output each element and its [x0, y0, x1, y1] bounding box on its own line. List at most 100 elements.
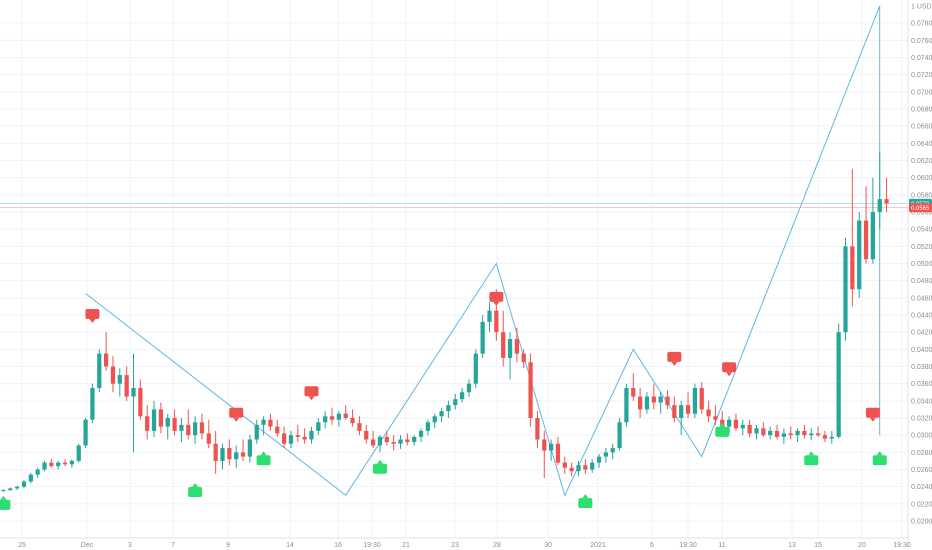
- y-tick-label: 0.0240: [911, 484, 932, 491]
- candle-body-up: [14, 486, 20, 489]
- candle-body-up: [42, 462, 47, 470]
- candle-body-up: [69, 460, 75, 465]
- y-tick-label: 0.0640: [911, 141, 932, 148]
- y-tick-label: 0.0200: [911, 519, 932, 526]
- sell-signal-badge: [865, 407, 880, 418]
- candle-body-down: [329, 416, 335, 420]
- candle-body-up: [90, 387, 95, 420]
- candle-body-down: [370, 439, 376, 446]
- candle-body-down: [186, 424, 191, 436]
- sell-signal-badge: [667, 351, 682, 362]
- candle-body-down: [227, 448, 232, 460]
- candle-body-up: [247, 439, 253, 457]
- y-tick-label: 0.0560: [911, 210, 932, 217]
- y-tick-label: 0.0260: [911, 467, 932, 474]
- candle-body-up: [309, 430, 314, 440]
- sell-signal-arrow: [233, 417, 240, 422]
- y-tick-label: 0.0280: [911, 450, 932, 457]
- candle-body-up: [487, 310, 492, 322]
- x-tick-label: 19:30: [679, 542, 697, 549]
- candle-body-up: [254, 424, 259, 440]
- buy-signal-badge: [372, 463, 387, 474]
- candle-body-down: [651, 396, 656, 403]
- price-label-box: [909, 203, 932, 213]
- y-tick-label: 0.0420: [911, 330, 932, 337]
- candle-body-down: [672, 405, 677, 418]
- y-tick-label: 0.0680: [911, 107, 932, 114]
- candle-body-down: [822, 435, 828, 439]
- y-tick-label: 0.0580: [911, 192, 932, 199]
- candle-body-down: [535, 418, 540, 440]
- buy-signal-arrow: [876, 451, 883, 456]
- candle-body-down: [158, 409, 164, 427]
- buy-signal-arrow: [582, 494, 589, 499]
- candle-body-down: [199, 422, 205, 434]
- price-label-text: 0.0565: [911, 206, 930, 212]
- y-tick-label: 0.0720: [911, 72, 932, 79]
- candle-body-up: [644, 396, 650, 410]
- candle-body-up: [809, 433, 814, 436]
- candle-body-up: [336, 413, 342, 420]
- candle-body-up: [192, 422, 198, 436]
- candle-body-up: [323, 416, 328, 423]
- x-tick-label: 14: [286, 542, 294, 549]
- candle-body-down: [802, 430, 807, 436]
- buy-signal-badge: [188, 486, 203, 497]
- candle-body-down: [528, 362, 533, 418]
- x-tick-label: 20: [858, 542, 866, 549]
- candle-body-up: [617, 422, 622, 449]
- candle-body-up: [8, 488, 13, 491]
- candle-body-down: [103, 353, 109, 367]
- candle-body-down: [637, 396, 643, 410]
- y-tick-label: 0.0440: [911, 313, 932, 320]
- buy-signal-arrow: [192, 482, 199, 487]
- candle-body-up: [480, 321, 485, 354]
- y-tick-label: 0.0780: [911, 21, 932, 28]
- grid: [0, 0, 908, 538]
- x-tick-label: 9: [226, 542, 230, 549]
- candle-body-down: [501, 332, 506, 358]
- candle-body-up: [795, 430, 800, 436]
- sell-signal-arrow: [869, 417, 876, 422]
- candle-body-down: [364, 430, 369, 440]
- plot-background: [0, 0, 908, 538]
- candle-body-down: [569, 467, 574, 472]
- buy-signal-badge: [872, 455, 887, 466]
- sell-signal-badge: [304, 386, 319, 397]
- candle-body-up: [261, 419, 266, 425]
- sell-signal-arrow: [89, 319, 96, 323]
- candle-body-up: [439, 411, 444, 417]
- x-tick-label: 11: [718, 542, 725, 549]
- candle-body-up: [740, 424, 745, 429]
- candle-body-up: [877, 199, 882, 212]
- x-tick-label: 13: [788, 542, 796, 549]
- candle-body-down: [391, 442, 396, 444]
- candle-body-down: [706, 409, 711, 417]
- candle-body-up: [459, 392, 465, 400]
- price-axis[interactable]: 0.0200 0.0220 0.0240 0.0260 0.0280 0.0300 0.03…: [911, 4, 932, 526]
- candle-body-down: [863, 220, 869, 260]
- candle-body-up: [117, 375, 122, 384]
- x-tick-label: 19:30: [893, 542, 911, 549]
- candle-body-up: [377, 436, 383, 446]
- sell-signal-badge: [229, 407, 244, 418]
- y-tick-label: 0.0700: [911, 89, 932, 96]
- time-axis[interactable]: 25 Dec 3 7 9 14 16 19:30 21 23 28 30 2021 6 19:30 11 13 1…: [18, 542, 911, 549]
- y-tick-label: 0.0540: [911, 227, 932, 234]
- candle-body-up: [692, 387, 698, 414]
- buy-signal-arrow: [808, 451, 815, 456]
- candle-body-up: [466, 383, 472, 393]
- sell-signal-arrow: [726, 372, 733, 377]
- candle-body-up: [624, 387, 629, 423]
- x-tick-label: 2021: [590, 542, 606, 549]
- candle-body-down: [49, 462, 54, 467]
- candle-body-down: [521, 353, 526, 363]
- candle-body-up: [316, 422, 321, 431]
- candle-body-down: [405, 439, 410, 443]
- y-tick-label: 0.0380: [911, 364, 932, 371]
- candle-body-up: [548, 443, 554, 451]
- candle-body-down: [583, 465, 588, 470]
- y-tick-label: 0.0300: [911, 433, 932, 440]
- candles: [1, 151, 889, 492]
